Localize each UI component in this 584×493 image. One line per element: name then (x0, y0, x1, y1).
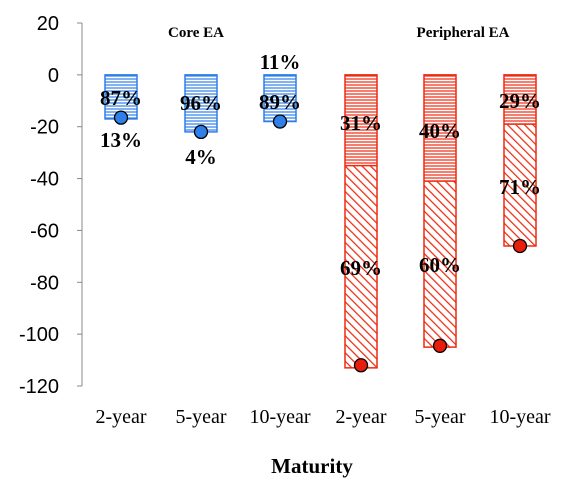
group-label-core: Core EA (168, 25, 224, 41)
x-axis-tick-labels: 2-year 5-year 10-year 2-year 5-year 10-year (95, 406, 550, 428)
bars (104, 74, 537, 369)
share-label-horizontal: 31% (340, 111, 382, 135)
y-axis-ticks: 20 0 -20 -40 -60 -80 -100 -120 (19, 13, 82, 398)
x-tick-label: 5-year (175, 406, 226, 428)
bar-segment-horizontal (345, 74, 377, 166)
share-label-hatched: 71% (499, 175, 541, 199)
x-tick-label: 10-year (249, 406, 310, 428)
y-tick-label: 0 (48, 65, 59, 87)
group-label-peripheral: Peripheral EA (417, 25, 510, 41)
y-tick-label: 20 (37, 13, 59, 35)
total-marker (193, 124, 209, 140)
share-label-horizontal: 96% (180, 91, 222, 115)
y-tick-label: -20 (30, 117, 59, 139)
y-tick-label: -80 (30, 272, 59, 294)
bar-segment-horizontal (424, 74, 456, 182)
markers (113, 110, 528, 373)
total-marker (272, 114, 288, 129)
share-label-hatched: 60% (419, 253, 461, 277)
x-tick-label: 2-year (335, 406, 386, 428)
y-tick-label: -40 (30, 169, 59, 191)
share-label-hatched: 4% (185, 145, 217, 169)
bar-segment-horizontal (264, 74, 296, 122)
percent-labels: 87% 13% 96% 4% 89% 11% 31% 69% 40% 60% 29% 71% (100, 50, 541, 280)
x-tick-label: 2-year (95, 406, 146, 428)
y-tick-label: -120 (19, 376, 59, 398)
bar-segment-hatched (504, 124, 536, 246)
bar-segment-hatched (424, 181, 456, 348)
x-tick-label: 10-year (489, 406, 550, 428)
total-marker (353, 358, 369, 373)
y-tick-label: -100 (19, 324, 59, 346)
share-label-horizontal: 40% (419, 119, 461, 143)
total-marker (113, 110, 129, 125)
bar-segment-horizontal (185, 74, 217, 132)
share-label-hatched: 69% (340, 256, 382, 280)
share-label-horizontal: 89% (259, 90, 301, 114)
total-marker (432, 338, 448, 353)
share-label-hatched: 13% (100, 128, 142, 152)
x-axis-title: Maturity (271, 454, 353, 478)
y-tick-label: -60 (30, 220, 59, 242)
bar-segment-hatched (345, 165, 377, 368)
x-tick-label: 5-year (414, 406, 465, 428)
share-label-hatched: 11% (260, 50, 301, 74)
total-marker (512, 238, 528, 254)
bar-segment-horizontal (504, 74, 536, 125)
share-label-horizontal: 29% (499, 89, 541, 113)
share-label-horizontal: 87% (100, 86, 142, 110)
